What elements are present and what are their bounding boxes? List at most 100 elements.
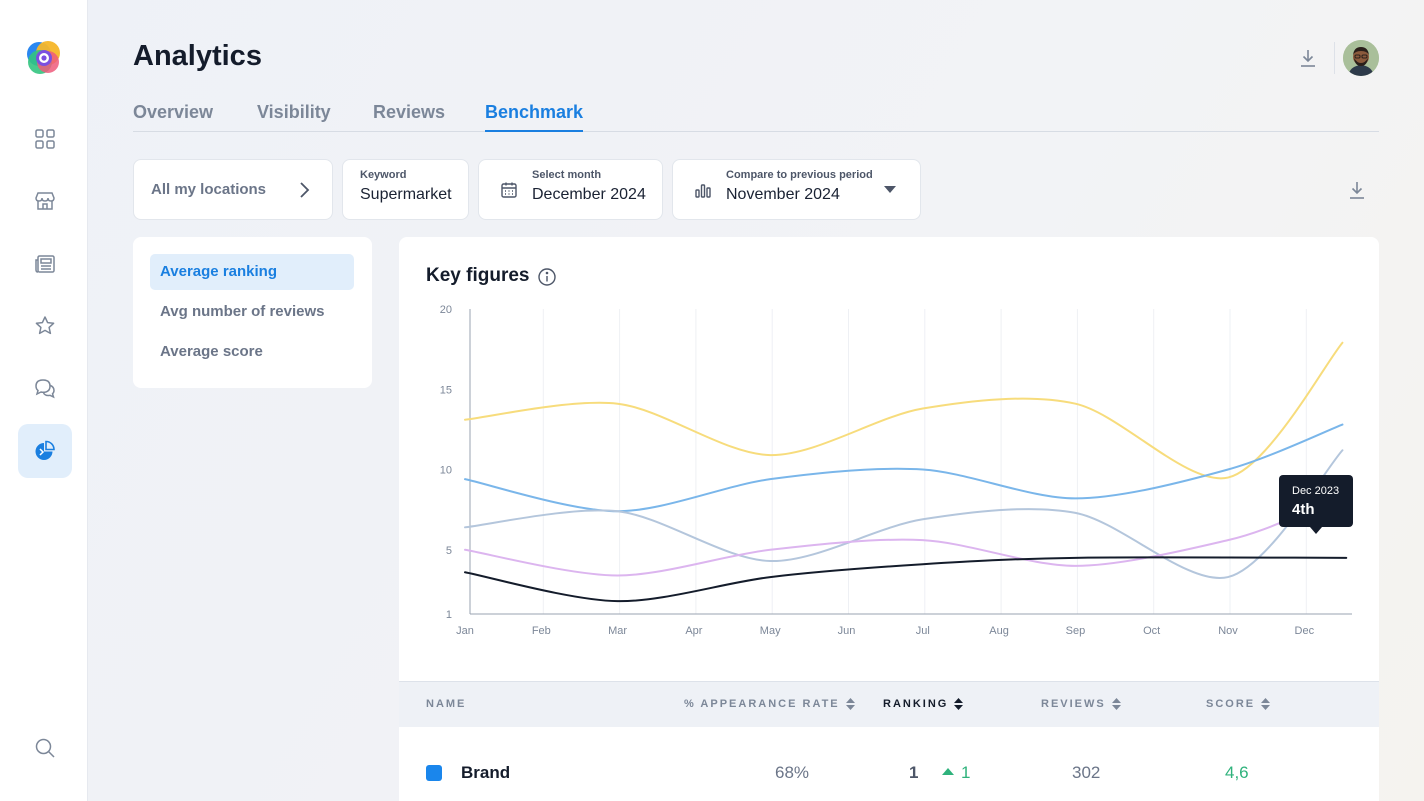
avatar[interactable] (1343, 40, 1379, 76)
series-line[interactable] (464, 341, 1344, 480)
tooltip-arrow (1310, 527, 1322, 534)
metric-panel: Average ranking Avg number of reviews Av… (133, 237, 372, 388)
row-name: Brand (461, 763, 511, 782)
month-value: December 2024 (532, 186, 646, 203)
nav-analytics[interactable] (18, 424, 72, 478)
column-reviews[interactable]: REVIEWS (1041, 698, 1121, 710)
chat-icon (35, 379, 55, 399)
grid-icon (35, 129, 55, 149)
column-appearance-label: % APPEARANCE RATE (684, 698, 840, 710)
x-tick-label: Apr (685, 625, 702, 637)
tooltip-period: Dec 2023 (1292, 485, 1339, 497)
tab-overview[interactable]: Overview (133, 102, 214, 122)
nav-dashboard[interactable] (18, 112, 72, 166)
tab-benchmark[interactable]: Benchmark (485, 102, 584, 132)
search-icon (35, 738, 55, 758)
x-tick-label: Oct (1143, 625, 1160, 637)
x-tick-label: May (760, 625, 781, 637)
locations-label: All my locations (151, 181, 267, 198)
series-line[interactable] (464, 556, 1348, 603)
sidebar (0, 0, 88, 801)
x-tick-label: Nov (1218, 625, 1238, 637)
table-row[interactable]: Brand 68% 1 1 302 4,6 (399, 727, 1379, 801)
month-selector[interactable]: Select month December 2024 (478, 159, 663, 220)
column-score-label: SCORE (1206, 698, 1256, 710)
nav-locations[interactable] (18, 174, 72, 228)
caret-down-icon (884, 186, 896, 193)
sort-icon (845, 698, 855, 710)
series-line[interactable] (464, 423, 1344, 513)
header-download-button[interactable] (1297, 47, 1319, 69)
y-tick-label: 1 (446, 609, 452, 621)
sort-icon (1111, 698, 1121, 710)
metric-average-ranking[interactable]: Average ranking (150, 254, 354, 290)
column-name: NAME (426, 698, 466, 710)
star-icon (35, 316, 55, 335)
locations-selector[interactable]: All my locations (133, 159, 333, 220)
chart-tooltip: Dec 2023 4th (1279, 475, 1353, 534)
row-score: 4,6 (1225, 763, 1249, 782)
store-icon (35, 192, 55, 210)
nav-messages[interactable] (18, 361, 72, 415)
download-icon (1350, 182, 1364, 199)
chart-title: Key figures (426, 265, 530, 286)
app-logo[interactable] (26, 40, 62, 76)
compare-period-selector[interactable]: Compare to previous period November 2024 (672, 159, 921, 220)
newspaper-icon (35, 255, 55, 273)
x-tick-label: Sep (1066, 625, 1086, 637)
x-tick-label: Dec (1295, 625, 1315, 637)
x-tick-label: Feb (532, 625, 551, 637)
table-body: Brand 68% 1 1 302 4,6 (399, 727, 1379, 801)
tab-reviews[interactable]: Reviews (373, 102, 446, 122)
row-appearance-rate: 68% (775, 763, 810, 782)
compare-value: November 2024 (726, 186, 840, 203)
header-divider (1334, 42, 1335, 74)
tooltip-value: 4th (1292, 501, 1315, 518)
y-tick-label: 20 (440, 304, 452, 316)
nav-search[interactable] (18, 721, 72, 775)
tab-visibility[interactable]: Visibility (257, 102, 331, 122)
keyword-selector[interactable]: Keyword Supermarket (342, 159, 469, 220)
y-tick-label: 15 (440, 384, 452, 396)
row-reviews: 302 (1072, 763, 1101, 782)
metric-avg-reviews[interactable]: Avg number of reviews (160, 303, 325, 320)
export-download-button[interactable] (1346, 179, 1368, 201)
keyword-label: Keyword (360, 169, 407, 181)
column-ranking[interactable]: RANKING (883, 698, 964, 710)
column-appearance-rate[interactable]: % APPEARANCE RATE (684, 698, 855, 710)
column-ranking-label: RANKING (883, 698, 949, 710)
month-label: Select month (532, 169, 602, 181)
keyword-value: Supermarket (360, 186, 452, 203)
tooltip-background (1279, 475, 1353, 527)
y-tick-label: 10 (440, 465, 452, 477)
nav-posts[interactable] (18, 237, 72, 291)
y-tick-label: 5 (446, 545, 452, 557)
line-chart: 20 15 10 5 1 Jan Feb Mar Apr May Jun Jul Aug Sep Oct N… (440, 304, 1353, 637)
page-title: Analytics (133, 40, 262, 72)
sort-icon (1261, 698, 1271, 710)
tab-bar: Overview Visibility Reviews Benchmark (133, 100, 1379, 132)
row-ranking: 1 (909, 763, 919, 782)
compare-label: Compare to previous period (726, 169, 873, 181)
nav-reviews[interactable] (18, 299, 72, 353)
chart-card: Key figures 20 15 10 5 1 Jan Feb Mar Apr May Jun J… (399, 237, 1379, 681)
metric-average-score[interactable]: Average score (160, 343, 263, 360)
brand-color-swatch (426, 765, 442, 781)
column-score[interactable]: SCORE (1206, 698, 1271, 710)
column-name-label: NAME (426, 698, 467, 710)
row-ranking-change: 1 (961, 763, 971, 782)
x-tick-label: Jul (916, 625, 930, 637)
info-icon[interactable] (537, 267, 557, 287)
chevron-right-icon (300, 182, 310, 198)
pie-chart-icon (35, 440, 55, 460)
x-tick-label: Jun (838, 625, 856, 637)
table-header: NAME % APPEARANCE RATE RANKING REVIEWS S… (399, 681, 1379, 727)
calendar-icon (501, 182, 517, 198)
arrow-up-icon (942, 768, 954, 775)
column-reviews-label: REVIEWS (1041, 698, 1106, 710)
x-tick-label: Aug (989, 625, 1009, 637)
download-icon (1301, 50, 1315, 67)
bar-chart-icon (695, 184, 711, 198)
series-line[interactable] (464, 511, 1306, 577)
series-line[interactable] (464, 449, 1344, 579)
